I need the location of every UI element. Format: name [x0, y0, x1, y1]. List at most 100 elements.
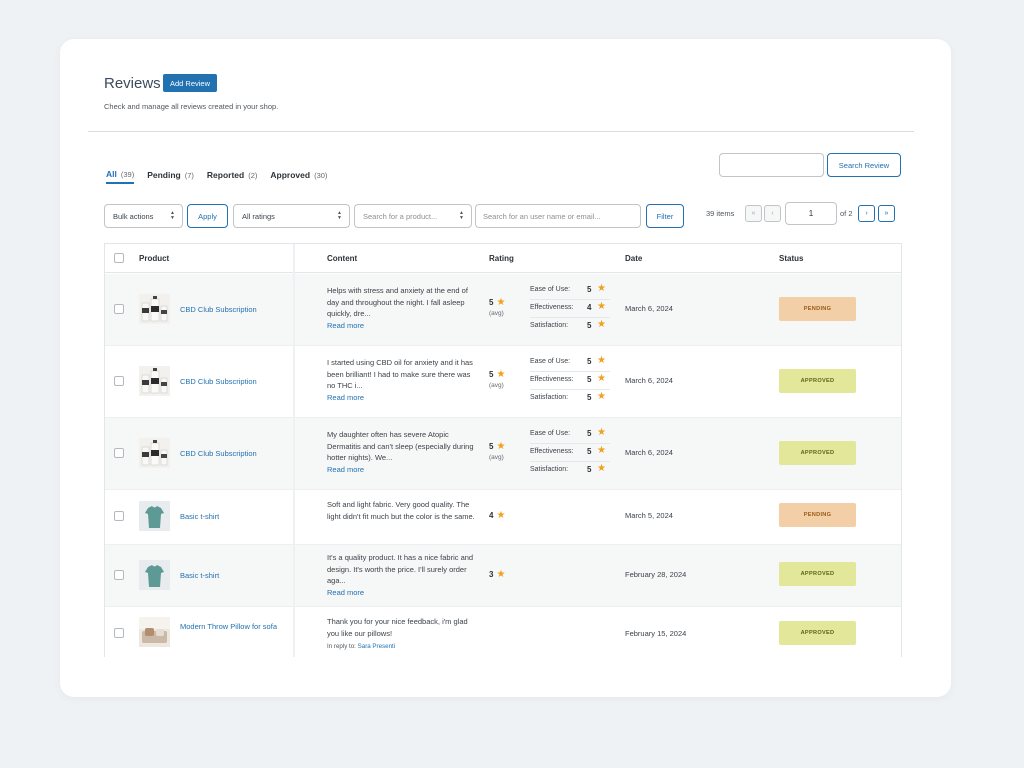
user-search-input[interactable]: Search for an user name or email...: [475, 204, 641, 228]
row-checkbox[interactable]: [114, 511, 124, 521]
star-icon: ★: [496, 510, 506, 521]
header-product: Product: [139, 254, 170, 263]
items-count: 39 items: [706, 209, 735, 218]
status-badge: APPROVED: [779, 369, 856, 393]
reply-author-link[interactable]: Sara Presenti: [357, 643, 396, 650]
criteria-effectiveness: Effectiveness: 5 ★: [530, 444, 610, 462]
header-content: Content: [327, 254, 358, 263]
reply-info: In reply to: Sara Presenti: [327, 643, 396, 650]
search-review-button[interactable]: Search Review: [827, 153, 901, 177]
rating-value: 5 ★: [489, 441, 506, 452]
read-more-link[interactable]: Read more: [327, 587, 365, 597]
prev-page-button[interactable]: ‹: [764, 205, 781, 222]
next-page-button[interactable]: ›: [858, 205, 875, 222]
first-page-button[interactable]: «: [745, 205, 762, 222]
table-row: CBD Club Subscription Helps with stress …: [105, 274, 901, 346]
rating-avg-label: (avg): [489, 310, 504, 317]
row-checkbox[interactable]: [114, 376, 124, 386]
star-icon: ★: [597, 319, 606, 330]
review-content: Thank you for your nice feedback, i'm gl…: [327, 616, 475, 653]
row-checkbox[interactable]: [114, 448, 124, 458]
ratings-select[interactable]: All ratings ▲ ▼: [233, 204, 350, 228]
star-icon: ★: [597, 301, 606, 312]
review-content: It's a quality product. It has a nice fa…: [327, 553, 474, 597]
review-date: February 28, 2024: [625, 570, 687, 579]
review-date: March 5, 2024: [625, 511, 673, 520]
review-content: My daughter often has severe Atopic Derm…: [327, 430, 474, 474]
search-review-input[interactable]: [719, 153, 824, 177]
product-search-select[interactable]: Search for a product... ▲ ▼: [354, 204, 472, 228]
tab-approved[interactable]: Approved (30): [270, 170, 328, 180]
criteria-satisfaction: Satisfaction: 5 ★: [530, 463, 606, 474]
tab-all[interactable]: All (39): [106, 169, 135, 184]
product-link[interactable]: CBD Club Subscription: [180, 305, 257, 314]
row-checkbox[interactable]: [114, 304, 124, 314]
criteria-satisfaction: Satisfaction: 5 ★: [530, 319, 606, 330]
criteria-effectiveness: Effectiveness: 5 ★: [530, 372, 610, 390]
cbd-bottles-icon: [139, 366, 170, 396]
review-date: March 6, 2024: [625, 304, 673, 313]
status-badge: APPROVED: [779, 621, 856, 645]
tshirt-icon: [139, 501, 170, 531]
add-review-button[interactable]: Add Review: [163, 74, 218, 92]
star-icon: ★: [496, 369, 506, 380]
table-row: Basic t-shirt It's a quality product. It…: [105, 545, 901, 607]
cbd-bottles-icon: [139, 438, 170, 468]
criteria-ease-of-use: Ease of Use: 5 ★: [530, 354, 610, 372]
product-link[interactable]: Basic t-shirt: [180, 512, 220, 521]
rating-avg-label: (avg): [489, 382, 504, 389]
table-row: Basic t-shirt Soft and light fabric. Ver…: [105, 490, 901, 545]
last-page-button[interactable]: »: [878, 205, 895, 222]
row-checkbox[interactable]: [114, 570, 124, 580]
product-link[interactable]: CBD Club Subscription: [180, 449, 257, 458]
criteria-ease-of-use: Ease of Use: 5 ★: [530, 282, 610, 300]
header-status: Status: [779, 254, 804, 263]
criteria-effectiveness: Effectiveness: 4 ★: [530, 300, 610, 318]
bulk-actions-select[interactable]: Bulk actions ▲ ▼: [104, 204, 183, 228]
tab-pending[interactable]: Pending (7): [147, 170, 194, 180]
status-badge: APPROVED: [779, 562, 856, 586]
star-icon: ★: [496, 297, 506, 308]
apply-button[interactable]: Apply: [187, 204, 228, 228]
review-date: March 6, 2024: [625, 376, 673, 385]
page-subtitle: Check and manage all reviews created in …: [104, 102, 279, 111]
updown-chevron-icon: ▲ ▼: [337, 210, 342, 221]
star-icon: ★: [597, 391, 606, 402]
row-checkbox[interactable]: [114, 628, 124, 638]
status-badge: APPROVED: [779, 441, 856, 465]
tab-reported[interactable]: Reported (2): [206, 170, 258, 180]
product-link[interactable]: CBD Club Subscription: [180, 377, 257, 386]
page-title: Reviews: [104, 75, 161, 92]
status-badge: PENDING: [779, 297, 856, 321]
column-divider: [293, 244, 295, 657]
rating-value: 4 ★: [489, 510, 506, 521]
cbd-bottles-icon: [139, 294, 170, 324]
pillow-icon: [139, 617, 170, 647]
criteria-satisfaction: Satisfaction: 5 ★: [530, 391, 606, 402]
filter-button[interactable]: Filter: [646, 204, 684, 228]
product-link[interactable]: Modern Throw Pillow for sofa: [180, 622, 277, 631]
total-pages: of 2: [840, 209, 853, 218]
status-badge: PENDING: [779, 503, 856, 527]
rating-value: 5 ★: [489, 297, 506, 308]
table-row: CBD Club Subscription My daughter often …: [105, 418, 901, 490]
product-link[interactable]: Basic t-shirt: [180, 571, 220, 580]
star-icon: ★: [597, 445, 606, 456]
read-more-link[interactable]: Read more: [327, 320, 365, 330]
read-more-link[interactable]: Read more: [327, 392, 365, 402]
rating-value: 5 ★: [489, 369, 506, 380]
review-date: March 6, 2024: [625, 448, 673, 457]
table-row: CBD Club Subscription I started using CB…: [105, 346, 901, 418]
rating-avg-label: (avg): [489, 454, 504, 461]
rating-value: 3 ★: [489, 569, 506, 580]
review-content: Helps with stress and anxiety at the end…: [327, 286, 468, 330]
status-tabs: All (39) Pending (7) Reported (2) Approved(…: [106, 169, 340, 184]
header-rating: Rating: [489, 254, 514, 263]
select-all-checkbox[interactable]: [114, 253, 124, 263]
star-icon: ★: [496, 569, 506, 580]
tshirt-icon: [139, 560, 170, 590]
star-icon: ★: [597, 427, 606, 438]
review-content: I started using CBD oil for anxiety and …: [327, 358, 473, 402]
read-more-link[interactable]: Read more: [327, 464, 365, 474]
current-page-input[interactable]: 1: [785, 202, 837, 225]
